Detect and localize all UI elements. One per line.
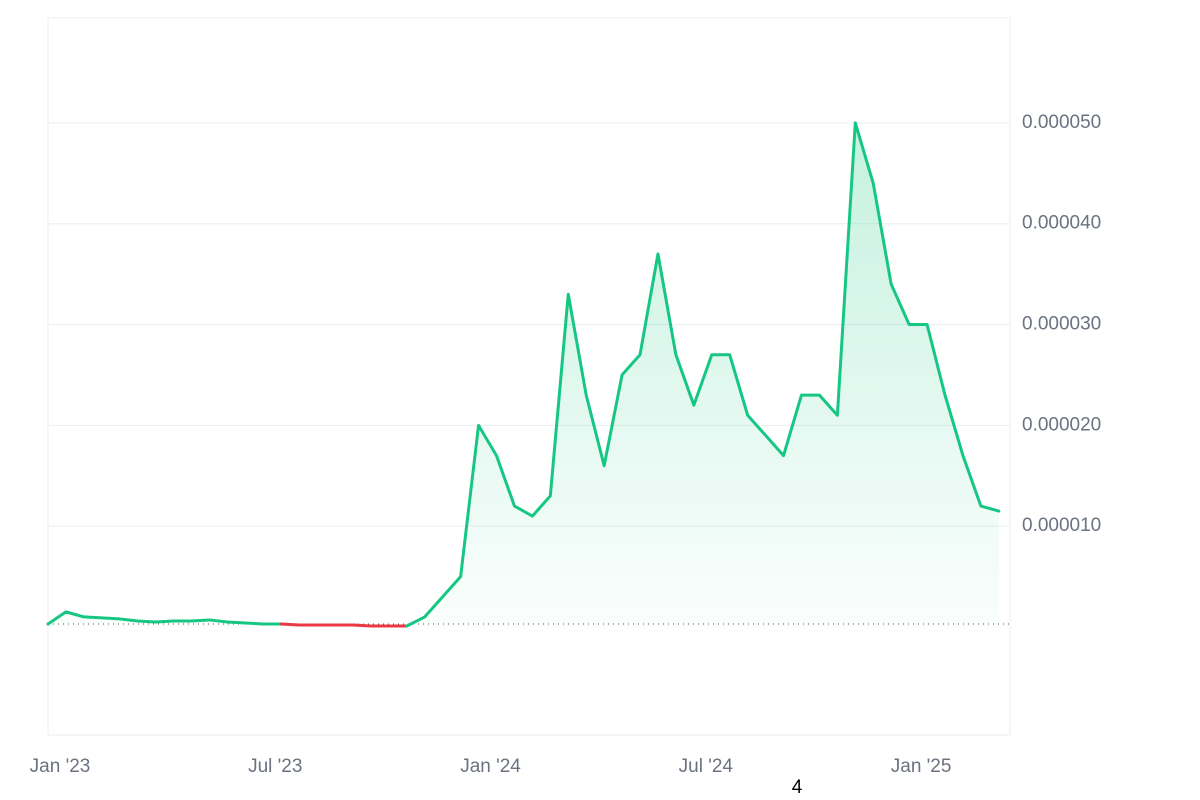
- line-segment: [279, 622, 301, 627]
- price-line: [297, 623, 409, 628]
- plot-frame: [47, 17, 1011, 736]
- x-tick-label: Jan '25: [891, 756, 952, 777]
- y-tick-label: 0.000020: [1022, 414, 1101, 435]
- y-tick-label: 0.000030: [1022, 314, 1101, 335]
- price-line: [423, 121, 1001, 619]
- price-line: [46, 610, 283, 626]
- x-tick-label: Jul '23: [248, 756, 302, 777]
- annotation: 4: [792, 777, 803, 798]
- area: [48, 122, 999, 627]
- line-segment: [405, 615, 427, 628]
- y-tick-label: 0.000010: [1022, 515, 1101, 536]
- y-tick-label: 0.000040: [1022, 213, 1101, 234]
- y-tick-label: 0.000050: [1022, 112, 1101, 133]
- x-tick-label: Jan '23: [30, 756, 91, 777]
- x-tick-label: Jan '24: [460, 756, 521, 777]
- x-tick-label: Jul '24: [679, 756, 734, 777]
